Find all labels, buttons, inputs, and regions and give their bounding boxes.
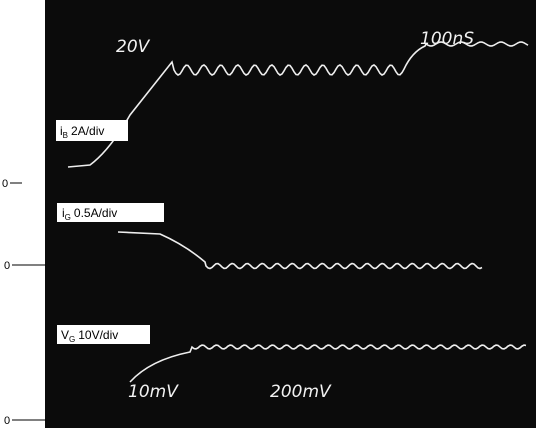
zero-marker: 0 bbox=[4, 260, 10, 272]
scale: 0.5A/div bbox=[74, 206, 117, 220]
trace bbox=[67, 41, 529, 168]
label-box bbox=[57, 203, 164, 222]
trace-label: iB 2A/div bbox=[60, 124, 104, 140]
label-box bbox=[57, 325, 150, 344]
zero-marker: 0 bbox=[2, 178, 8, 190]
trace bbox=[117, 231, 483, 270]
trace-label: iG 0.5A/div bbox=[62, 206, 117, 222]
trace bbox=[129, 344, 527, 383]
annotation: 200mV bbox=[270, 382, 332, 402]
subscript: G bbox=[69, 335, 75, 344]
annotation: 100nS bbox=[420, 29, 474, 49]
scale: 10V/div bbox=[78, 328, 118, 342]
zero-marker: 0 bbox=[4, 415, 10, 427]
trace-label: VG 10V/div bbox=[61, 328, 118, 344]
annotation: 20V bbox=[116, 37, 151, 57]
symbol: i bbox=[60, 124, 63, 138]
scale: 2A/div bbox=[71, 124, 104, 138]
subscript: B bbox=[63, 131, 68, 140]
symbol: V bbox=[61, 328, 69, 342]
trace-group bbox=[67, 41, 529, 383]
annotation: 10mV bbox=[128, 382, 179, 402]
symbol: i bbox=[62, 206, 65, 220]
subscript: G bbox=[65, 213, 71, 222]
label-box bbox=[56, 120, 128, 141]
